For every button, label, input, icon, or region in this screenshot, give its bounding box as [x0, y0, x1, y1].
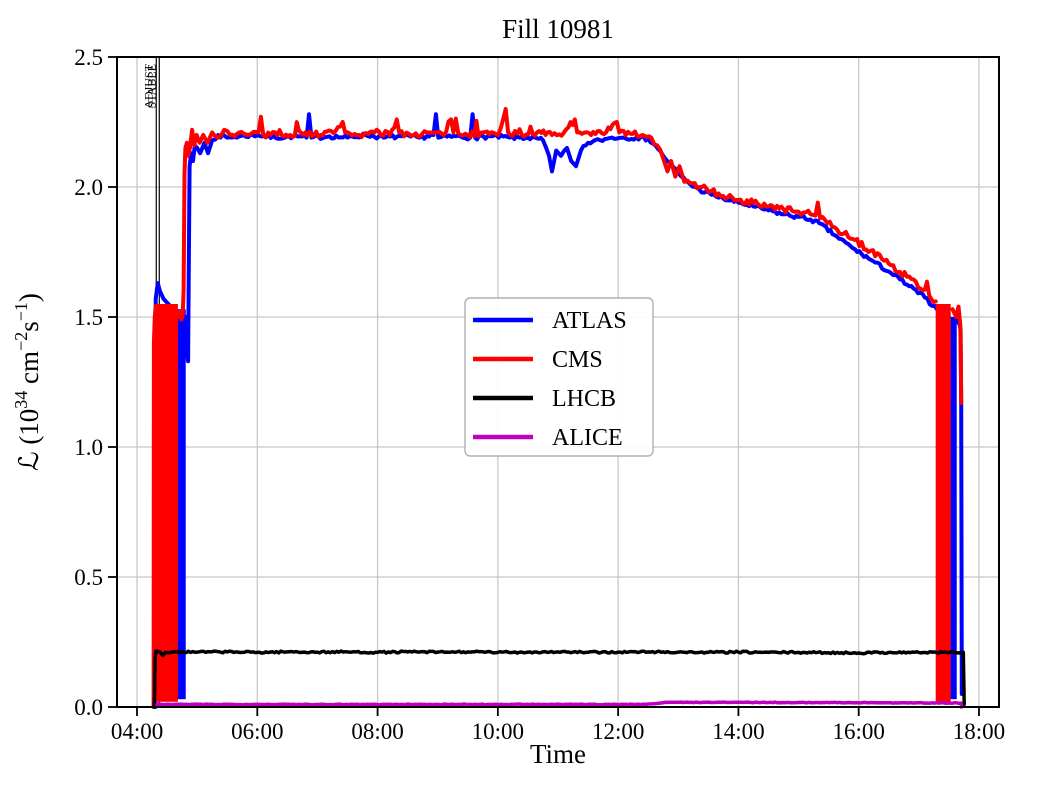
x-tick-label: 16:00	[833, 719, 885, 744]
lhcb-line	[152, 649, 966, 709]
legend-label-atlas: ATLAS	[552, 308, 627, 334]
y-tick-label: 0.0	[74, 695, 103, 720]
legend: ATLAS CMS LHCB ALICE	[464, 297, 654, 457]
beam-mode-label: STABLE	[144, 64, 158, 108]
x-tick-label: 14:00	[712, 719, 764, 744]
alice-line	[155, 700, 964, 709]
legend-box	[464, 297, 654, 457]
legend-item-atlas: ATLAS	[473, 308, 627, 334]
y-axis-label: ℒ (1034​ cm−2​s−1​)	[11, 293, 44, 471]
x-tick-label: 06:00	[231, 719, 283, 744]
legend-label-alice: ALICE	[552, 425, 623, 451]
cms-line	[175, 107, 938, 322]
y-tick-label: 0.5	[74, 565, 103, 590]
y-axis-label-text: ℒ (1034​ cm−2​s−1​)	[11, 293, 44, 471]
atlas-noise-band	[948, 317, 957, 700]
legend-item-lhcb: LHCB	[473, 386, 616, 412]
beam-mode-label: ADJUST	[141, 63, 155, 108]
y-tick-label: 1.5	[74, 305, 103, 330]
plot-border	[116, 56, 1000, 708]
axes-layer: 04:00 06:00 08:00 10:00 12:00 14:00 16:00 18:00…	[74, 45, 1005, 744]
x-tick-label: 10:00	[472, 719, 524, 744]
x-tick-label: 12:00	[592, 719, 644, 744]
cms-line	[950, 304, 964, 405]
y-tick-label: 2.0	[74, 175, 103, 200]
y-tick-label: 2.5	[74, 45, 103, 70]
cms-noise-band	[935, 304, 951, 702]
legend-label-cms: CMS	[552, 347, 603, 373]
x-tick-label: 18:00	[953, 719, 1005, 744]
legend-item-cms: CMS	[473, 347, 603, 373]
legend-item-alice: ALICE	[473, 425, 623, 451]
chart-title: Fill 10981	[502, 14, 614, 44]
x-axis-label: Time	[530, 739, 586, 769]
atlas-line	[183, 112, 951, 364]
x-tick-label: 08:00	[351, 719, 403, 744]
legend-label-lhcb: LHCB	[552, 386, 616, 412]
cms-noise-band	[154, 304, 178, 702]
series-layer	[151, 107, 966, 709]
x-tick-label: 04:00	[111, 719, 163, 744]
y-tick-label: 1.0	[74, 435, 103, 460]
